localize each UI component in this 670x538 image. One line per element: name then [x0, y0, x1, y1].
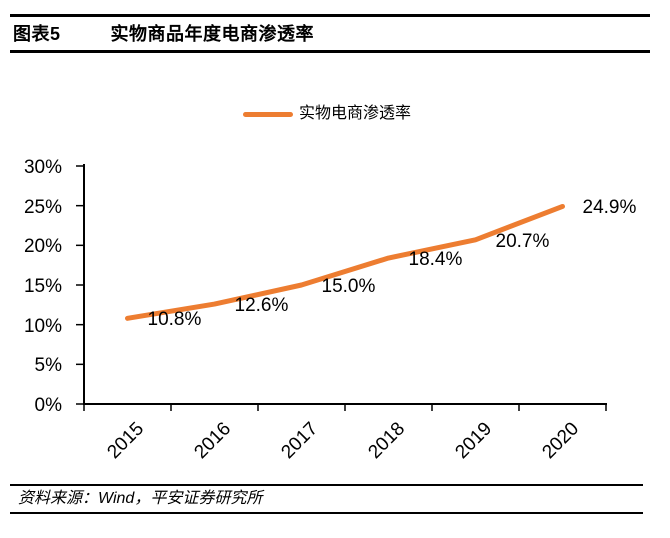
data-label: 10.8% [147, 309, 202, 331]
figure-title: 实物商品年度电商渗透率 [110, 24, 315, 44]
header-rule-top [10, 14, 650, 17]
data-label: 15.0% [321, 276, 376, 297]
figure-header: 图表5 实物商品年度电商渗透率 [13, 21, 314, 47]
chart-legend: 实物电商渗透率 [243, 102, 411, 126]
footer-rule-bottom [10, 512, 643, 514]
footer-rule-top [10, 484, 643, 486]
y-axis-label: 0% [34, 395, 62, 416]
y-axis-label: 20% [23, 236, 62, 258]
data-label: 20.7% [495, 230, 550, 252]
y-axis-label: 25% [23, 196, 62, 218]
y-axis-label: 10% [23, 315, 62, 337]
legend-line-swatch-icon [243, 111, 293, 117]
data-label: 18.4% [408, 249, 463, 271]
figure-label: 图表5 [13, 24, 61, 44]
data-label: 12.6% [234, 295, 289, 317]
y-axis-label: 15% [23, 276, 62, 297]
header-rule-bottom [10, 50, 650, 53]
legend-series-label: 实物电商渗透率 [299, 105, 412, 122]
data-label: 24.9% [582, 197, 637, 219]
source-text: 资料来源：Wind，平安证券研究所 [18, 490, 263, 507]
y-axis-label: 30% [23, 157, 62, 178]
y-axis-label: 5% [34, 355, 62, 377]
